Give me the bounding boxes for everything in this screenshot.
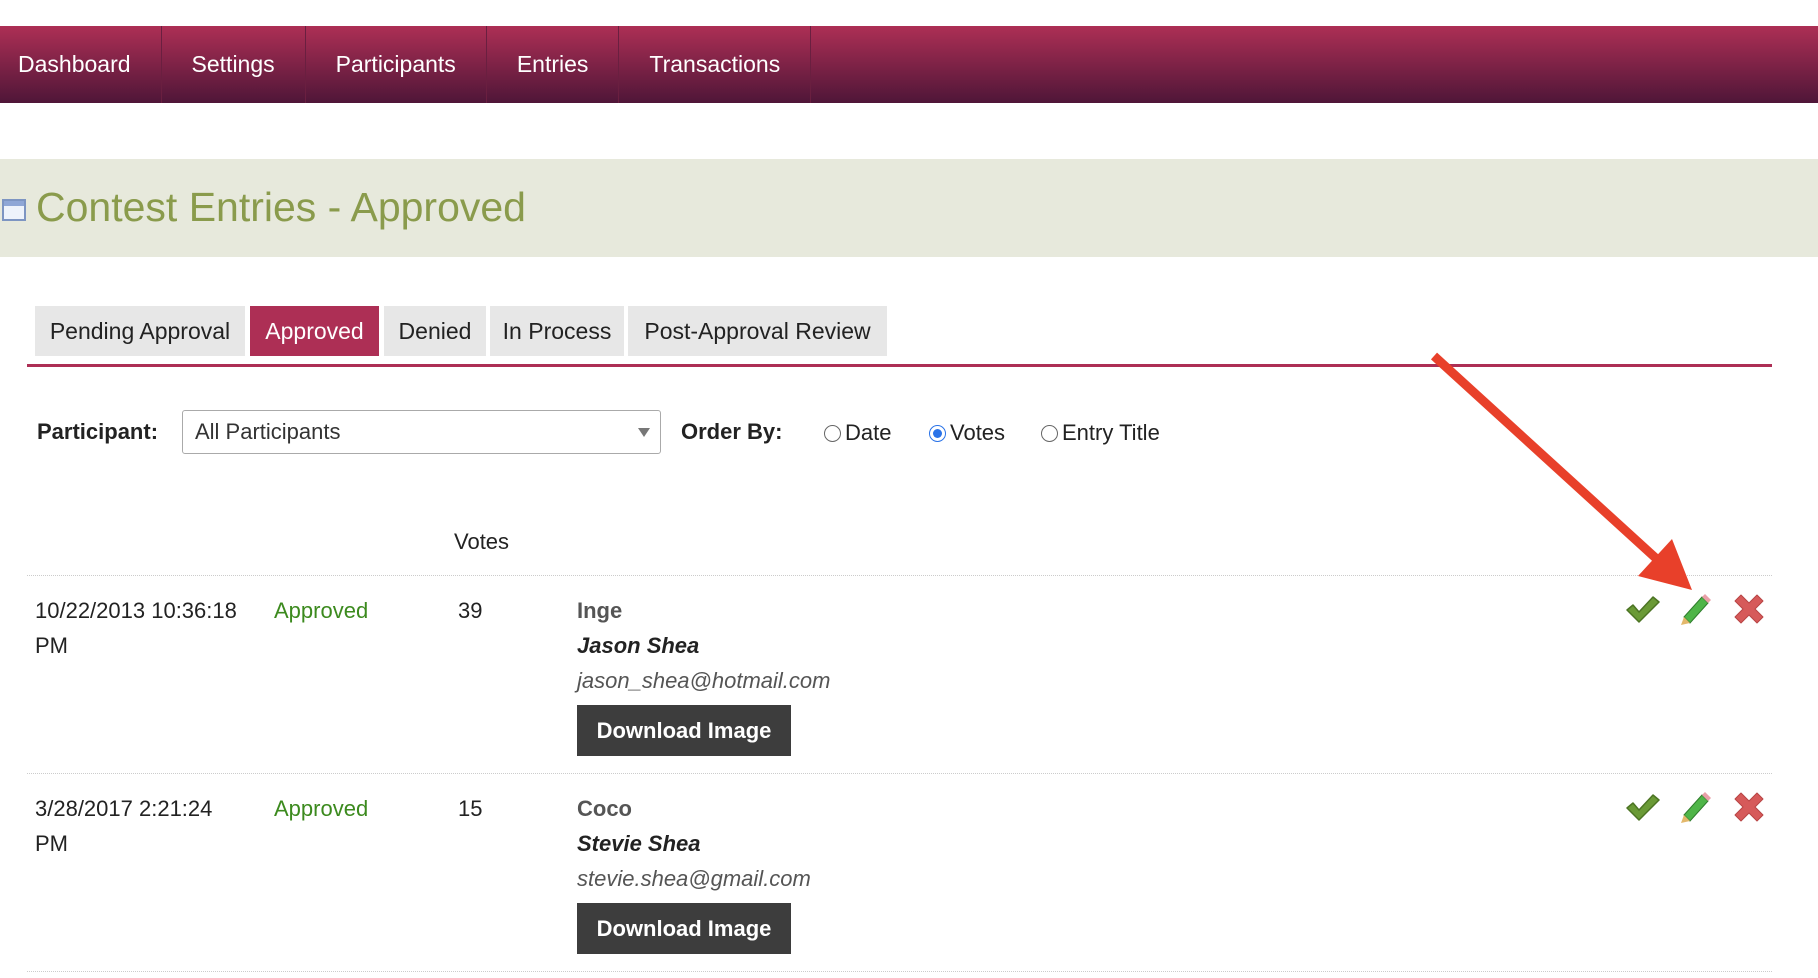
edit-pencil-icon[interactable] bbox=[1678, 789, 1714, 825]
entry-votes: 15 bbox=[458, 796, 483, 821]
tab-post-approval-review[interactable]: Post-Approval Review bbox=[628, 306, 887, 356]
tab-approved[interactable]: Approved bbox=[250, 306, 379, 356]
radio-icon bbox=[824, 424, 841, 442]
deny-x-icon[interactable] bbox=[1731, 591, 1767, 627]
entry-date: 10/22/2013 10:36:18 PM bbox=[35, 598, 237, 658]
calendar-icon bbox=[2, 199, 26, 221]
nav-dashboard[interactable]: Dashboard bbox=[0, 26, 162, 103]
page-header bbox=[0, 159, 1818, 257]
nav-entries[interactable]: Entries bbox=[487, 26, 620, 103]
participant-email: jason_shea@hotmail.com bbox=[577, 668, 831, 693]
radio-icon bbox=[1041, 424, 1058, 442]
order-votes-radio[interactable]: Votes bbox=[929, 420, 1005, 446]
order-by-label: Order By: bbox=[681, 419, 783, 444]
entry-votes: 39 bbox=[458, 598, 483, 623]
participant-select-value: All Participants bbox=[195, 419, 341, 444]
participant-name: Stevie Shea bbox=[577, 831, 701, 856]
download-image-button[interactable]: Download Image bbox=[577, 903, 791, 954]
entry-title: Coco bbox=[577, 796, 632, 821]
entry-status: Approved bbox=[274, 796, 369, 821]
order-date-radio[interactable]: Date bbox=[824, 420, 891, 446]
row-divider bbox=[27, 971, 1772, 972]
radio-label: Date bbox=[845, 420, 892, 445]
entry-date: 3/28/2017 2:21:24 PM bbox=[35, 796, 213, 856]
radio-selected-icon bbox=[929, 424, 946, 442]
row-divider bbox=[27, 575, 1772, 576]
entry-status: Approved bbox=[274, 598, 369, 623]
participant-select[interactable]: All Participants bbox=[182, 410, 661, 454]
deny-x-icon[interactable] bbox=[1731, 789, 1767, 825]
edit-pencil-icon[interactable] bbox=[1678, 591, 1714, 627]
radio-label: Votes bbox=[950, 420, 1006, 445]
participant-label: Participant: bbox=[37, 419, 159, 444]
approve-check-icon[interactable] bbox=[1624, 789, 1660, 825]
tab-in-process[interactable]: In Process bbox=[490, 306, 624, 356]
tab-denied[interactable]: Denied bbox=[384, 306, 486, 356]
approve-check-icon[interactable] bbox=[1624, 591, 1660, 627]
download-image-button[interactable]: Download Image bbox=[577, 705, 791, 756]
main-nav: Dashboard Settings Participants Entries … bbox=[0, 26, 1818, 103]
participant-name: Jason Shea bbox=[577, 633, 700, 658]
tabs-underline bbox=[27, 364, 1772, 367]
order-entry-title-radio[interactable]: Entry Title bbox=[1041, 420, 1160, 446]
tab-pending-approval[interactable]: Pending Approval bbox=[35, 306, 245, 356]
entry-title: Inge bbox=[577, 598, 623, 623]
radio-label: Entry Title bbox=[1062, 420, 1160, 445]
nav-settings[interactable]: Settings bbox=[162, 26, 306, 103]
nav-participants[interactable]: Participants bbox=[306, 26, 487, 103]
chevron-down-icon bbox=[638, 428, 650, 437]
participant-email: stevie.shea@gmail.com bbox=[577, 866, 811, 891]
votes-column-header: Votes bbox=[454, 529, 510, 554]
nav-transactions[interactable]: Transactions bbox=[619, 26, 812, 103]
row-divider bbox=[27, 773, 1772, 774]
page-title: Contest Entries - Approved bbox=[36, 184, 526, 230]
